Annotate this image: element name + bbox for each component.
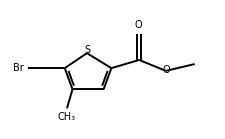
Text: O: O xyxy=(163,65,170,75)
Text: O: O xyxy=(135,20,142,30)
Text: S: S xyxy=(84,45,90,55)
Text: Br: Br xyxy=(13,63,23,73)
Text: CH₃: CH₃ xyxy=(58,112,76,122)
